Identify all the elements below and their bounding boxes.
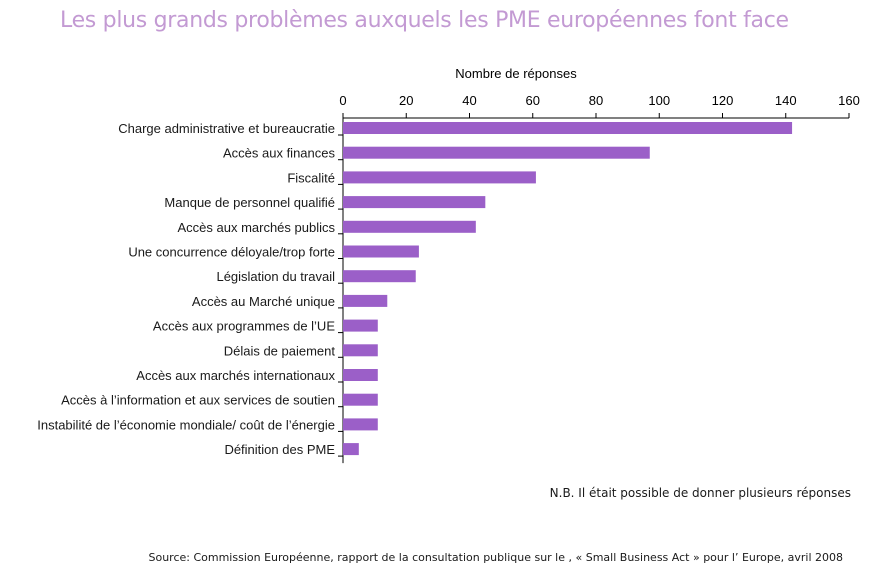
bar bbox=[343, 443, 359, 456]
bar bbox=[343, 344, 378, 357]
bar bbox=[343, 245, 419, 258]
x-tick-label: 120 bbox=[712, 93, 734, 108]
category-label: Accès aux marchés internationaux bbox=[136, 368, 335, 383]
bar bbox=[343, 220, 476, 233]
category-label: Accès au Marché unique bbox=[192, 294, 335, 309]
category-label: Manque de personnel qualifié bbox=[164, 195, 335, 210]
category-label: Définition des PME bbox=[224, 442, 335, 457]
x-tick-label: 60 bbox=[526, 93, 540, 108]
x-tick-label: 0 bbox=[339, 93, 346, 108]
x-tick-label: 160 bbox=[838, 93, 860, 108]
bar bbox=[343, 122, 793, 134]
bar bbox=[343, 393, 378, 406]
bar bbox=[343, 196, 486, 209]
bar bbox=[343, 369, 378, 381]
category-label: Accès aux marchés publics bbox=[177, 220, 335, 235]
bar bbox=[343, 146, 650, 159]
footnote: N.B. Il était possible de donner plusieu… bbox=[549, 486, 851, 500]
bar bbox=[343, 418, 378, 431]
category-label: Instabilité de l’économie mondiale/ coût… bbox=[37, 417, 335, 432]
category-label: Accès aux programmes de l’UE bbox=[153, 319, 335, 334]
category-label: Accès à l’information et aux services de… bbox=[61, 393, 335, 408]
category-labels: Charge administrative et bureaucratie Acc… bbox=[37, 121, 335, 457]
bar bbox=[343, 319, 378, 332]
source-note: Source: Commission Européenne, rapport d… bbox=[148, 551, 843, 564]
bar bbox=[343, 171, 536, 184]
category-label: Législation du travail bbox=[216, 269, 335, 284]
category-label: Accès aux finances bbox=[223, 146, 336, 161]
category-label: Charge administrative et bureaucratie bbox=[118, 121, 335, 136]
bar bbox=[343, 270, 416, 283]
x-tick-label: 100 bbox=[648, 93, 670, 108]
category-label: Fiscalité bbox=[287, 170, 335, 185]
x-tick-label: 140 bbox=[775, 93, 797, 108]
x-axis-title: Nombre de réponses bbox=[455, 66, 577, 81]
category-label: Délais de paiement bbox=[224, 343, 336, 358]
x-tick-label: 40 bbox=[462, 93, 476, 108]
x-axis: Nombre de réponses 0 20 40 60 80 100 120 140 160 bbox=[338, 66, 860, 464]
category-label: Une concurrence déloyale/trop forte bbox=[128, 245, 335, 260]
x-tick-label: 80 bbox=[589, 93, 603, 108]
bar bbox=[343, 294, 388, 307]
x-tick-label: 20 bbox=[399, 93, 413, 108]
bars bbox=[343, 122, 793, 456]
chart-title: Les plus grands problèmes auxquels les P… bbox=[60, 8, 789, 33]
